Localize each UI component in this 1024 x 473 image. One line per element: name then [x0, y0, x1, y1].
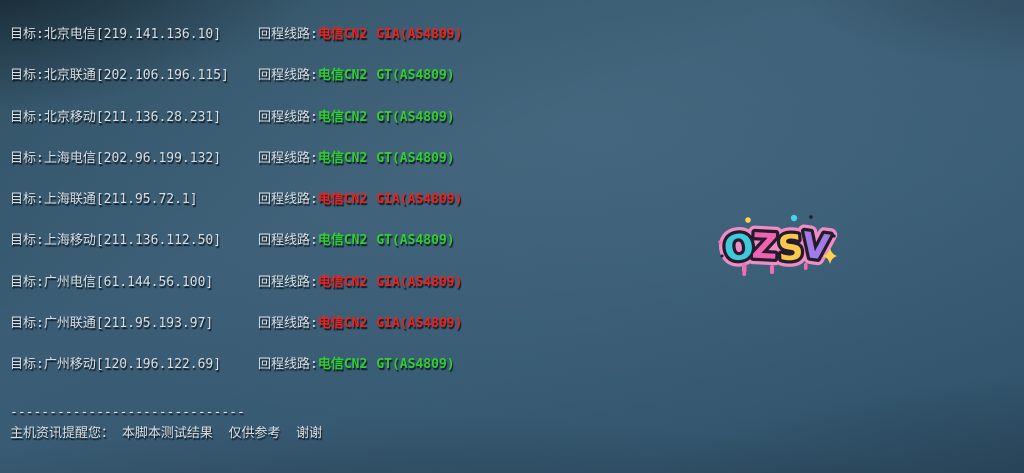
- route-label: 回程线路:: [258, 233, 318, 249]
- route-test-results: 目标:北京电信[219.141.136.10] 回程线路:电信CN2 GIA(AS…: [10, 0, 1024, 399]
- route-label: 回程线路:: [258, 68, 318, 84]
- route-test-row: 目标:北京联通[202.106.196.115] 回程线路:电信CN2 GT(AS…: [10, 68, 1024, 109]
- route-test-row: 目标:广州电信[61.144.56.100] 回程线路:电信CN2 GIA(AS4…: [10, 275, 1024, 316]
- route-value: 电信CN2 GT(AS4809): [318, 110, 455, 125]
- route-value: 电信CN2 GT(AS4809): [318, 233, 455, 248]
- svg-text:Z: Z: [751, 227, 778, 268]
- target-text: 目标:广州电信[61.144.56.100]: [10, 274, 214, 290]
- isp-name: 电信: [317, 233, 344, 249]
- route-label: 回程线路:: [258, 192, 318, 208]
- route-value: 电信CN2 GT(AS4809): [318, 357, 455, 372]
- cn2-label: CN2: [343, 27, 368, 42]
- svg-text:V: V: [799, 226, 831, 269]
- svg-text:Z: Z: [751, 227, 778, 268]
- isp-name: 电信: [317, 27, 344, 42]
- route-value: 电信CN2 GIA(AS4809): [318, 316, 463, 331]
- route-value: 电信CN2 GIA(AS4809): [318, 192, 463, 207]
- route-value: 电信CN2 GT(AS4809): [318, 68, 455, 83]
- route-grade: GT(AS4809): [376, 68, 455, 84]
- route-text: 回程线路:电信CN2 GIA(AS4809): [258, 27, 462, 43]
- route-label: 回程线路:: [258, 150, 318, 166]
- target-text: 目标:广州联通[211.95.193.97]: [10, 316, 214, 332]
- route-grade: GT(AS4809): [376, 150, 455, 166]
- watermark-outline-dark: O Z S V: [718, 222, 835, 273]
- route-text: 回程线路:电信CN2 GT(AS4809): [258, 233, 455, 249]
- cn2-label: CN2: [343, 109, 368, 125]
- target-text: 目标:上海移动[211.136.112.50]: [10, 233, 222, 249]
- isp-name: 电信: [317, 316, 344, 332]
- isp-name: 电信: [317, 357, 344, 373]
- route-label: 回程线路:: [258, 109, 318, 125]
- svg-text:O: O: [721, 227, 756, 271]
- route-text: 回程线路:电信CN2 GIA(AS4809): [258, 316, 462, 332]
- route-label: 回程线路:: [258, 357, 318, 373]
- route-grade: GIA(AS4809): [376, 192, 463, 208]
- cn2-label: CN2: [343, 316, 368, 332]
- route-test-row: 目标:上海联通[211.95.72.1] 回程线路:电信CN2 GIA(AS480…: [10, 192, 1024, 233]
- cn2-label: CN2: [343, 68, 368, 84]
- route-test-row: 目标:北京电信[219.141.136.10] 回程线路:电信CN2 GIA(AS…: [10, 27, 1024, 68]
- svg-text:S: S: [777, 228, 805, 270]
- route-grade: GIA(AS4809): [376, 27, 463, 42]
- route-label: 回程线路:: [258, 316, 318, 332]
- cn2-label: CN2: [343, 274, 368, 290]
- isp-name: 电信: [317, 192, 344, 208]
- route-test-row: 目标:上海移动[211.136.112.50] 回程线路:电信CN2 GT(AS4…: [10, 233, 1024, 274]
- terminal-footer: ------------------------------ 主机资讯提醒您： …: [10, 405, 1024, 442]
- route-grade: GT(AS4809): [376, 109, 455, 125]
- cn2-label: CN2: [343, 357, 368, 373]
- route-grade: GIA(AS4809): [376, 316, 463, 332]
- target-text: 目标:上海联通[211.95.72.1]: [10, 192, 198, 208]
- terminal-output: 目标:北京电信[219.141.136.10] 回程线路:电信CN2 GIA(AS…: [10, 0, 1024, 442]
- watermark-letters: O Z S V: [721, 226, 831, 271]
- route-text: 回程线路:电信CN2 GT(AS4809): [258, 357, 455, 373]
- target-text: 目标:北京电信[219.141.136.10]: [10, 27, 222, 42]
- route-test-row: 目标:北京移动[211.136.28.231] 回程线路:电信CN2 GT(AS4…: [10, 110, 1024, 151]
- route-grade: GT(AS4809): [376, 357, 455, 373]
- route-text: 回程线路:电信CN2 GIA(AS4809): [258, 192, 462, 208]
- watermark-outline-pink: O Z S V: [715, 219, 838, 277]
- sparkle-star-icon: [823, 248, 837, 264]
- route-value: 电信CN2 GIA(AS4809): [318, 275, 463, 290]
- isp-name: 电信: [317, 150, 344, 166]
- target-text: 目标:北京移动[211.136.28.231]: [10, 109, 222, 125]
- route-value: 电信CN2 GT(AS4809): [318, 151, 455, 166]
- route-test-row: 目标:广州联通[211.95.193.97] 回程线路:电信CN2 GIA(AS4…: [10, 316, 1024, 357]
- cn2-label: CN2: [343, 150, 368, 166]
- target-text: 目标:上海电信[202.96.199.132]: [10, 150, 222, 166]
- route-label: 回程线路:: [258, 27, 318, 42]
- ozsv-graffiti-watermark: O Z S V O Z S V O Z S V: [715, 214, 838, 277]
- route-text: 回程线路:电信CN2 GIA(AS4809): [258, 275, 462, 291]
- route-text: 回程线路:电信CN2 GT(AS4809): [258, 110, 455, 126]
- divider-line: ------------------------------: [10, 404, 245, 420]
- watermark-drips: [742, 263, 808, 276]
- isp-name: 电信: [317, 109, 344, 125]
- target-text: 目标:广州移动[120.196.122.69]: [10, 357, 222, 373]
- target-text: 目标:北京联通[202.106.196.115]: [10, 68, 229, 84]
- route-text: 回程线路:电信CN2 GT(AS4809): [258, 68, 455, 84]
- svg-text:S: S: [777, 228, 805, 270]
- isp-name: 电信: [317, 68, 344, 84]
- route-test-row: 目标:广州移动[120.196.122.69] 回程线路:电信CN2 GT(AS4…: [10, 357, 1024, 398]
- route-grade: GIA(AS4809): [376, 274, 463, 290]
- isp-name: 电信: [317, 274, 344, 290]
- watermark-confetti: [718, 214, 837, 264]
- cn2-label: CN2: [343, 192, 368, 208]
- notice-text: 主机资讯提醒您： 本脚本测试结果 仅供参考 谢谢: [10, 425, 323, 441]
- cn2-label: CN2: [343, 233, 368, 249]
- route-label: 回程线路:: [258, 274, 318, 290]
- route-value: 电信CN2 GIA(AS4809): [318, 27, 463, 42]
- route-test-row: 目标:上海电信[202.96.199.132] 回程线路:电信CN2 GT(AS4…: [10, 151, 1024, 192]
- route-grade: GT(AS4809): [376, 233, 455, 249]
- route-text: 回程线路:电信CN2 GT(AS4809): [258, 151, 455, 167]
